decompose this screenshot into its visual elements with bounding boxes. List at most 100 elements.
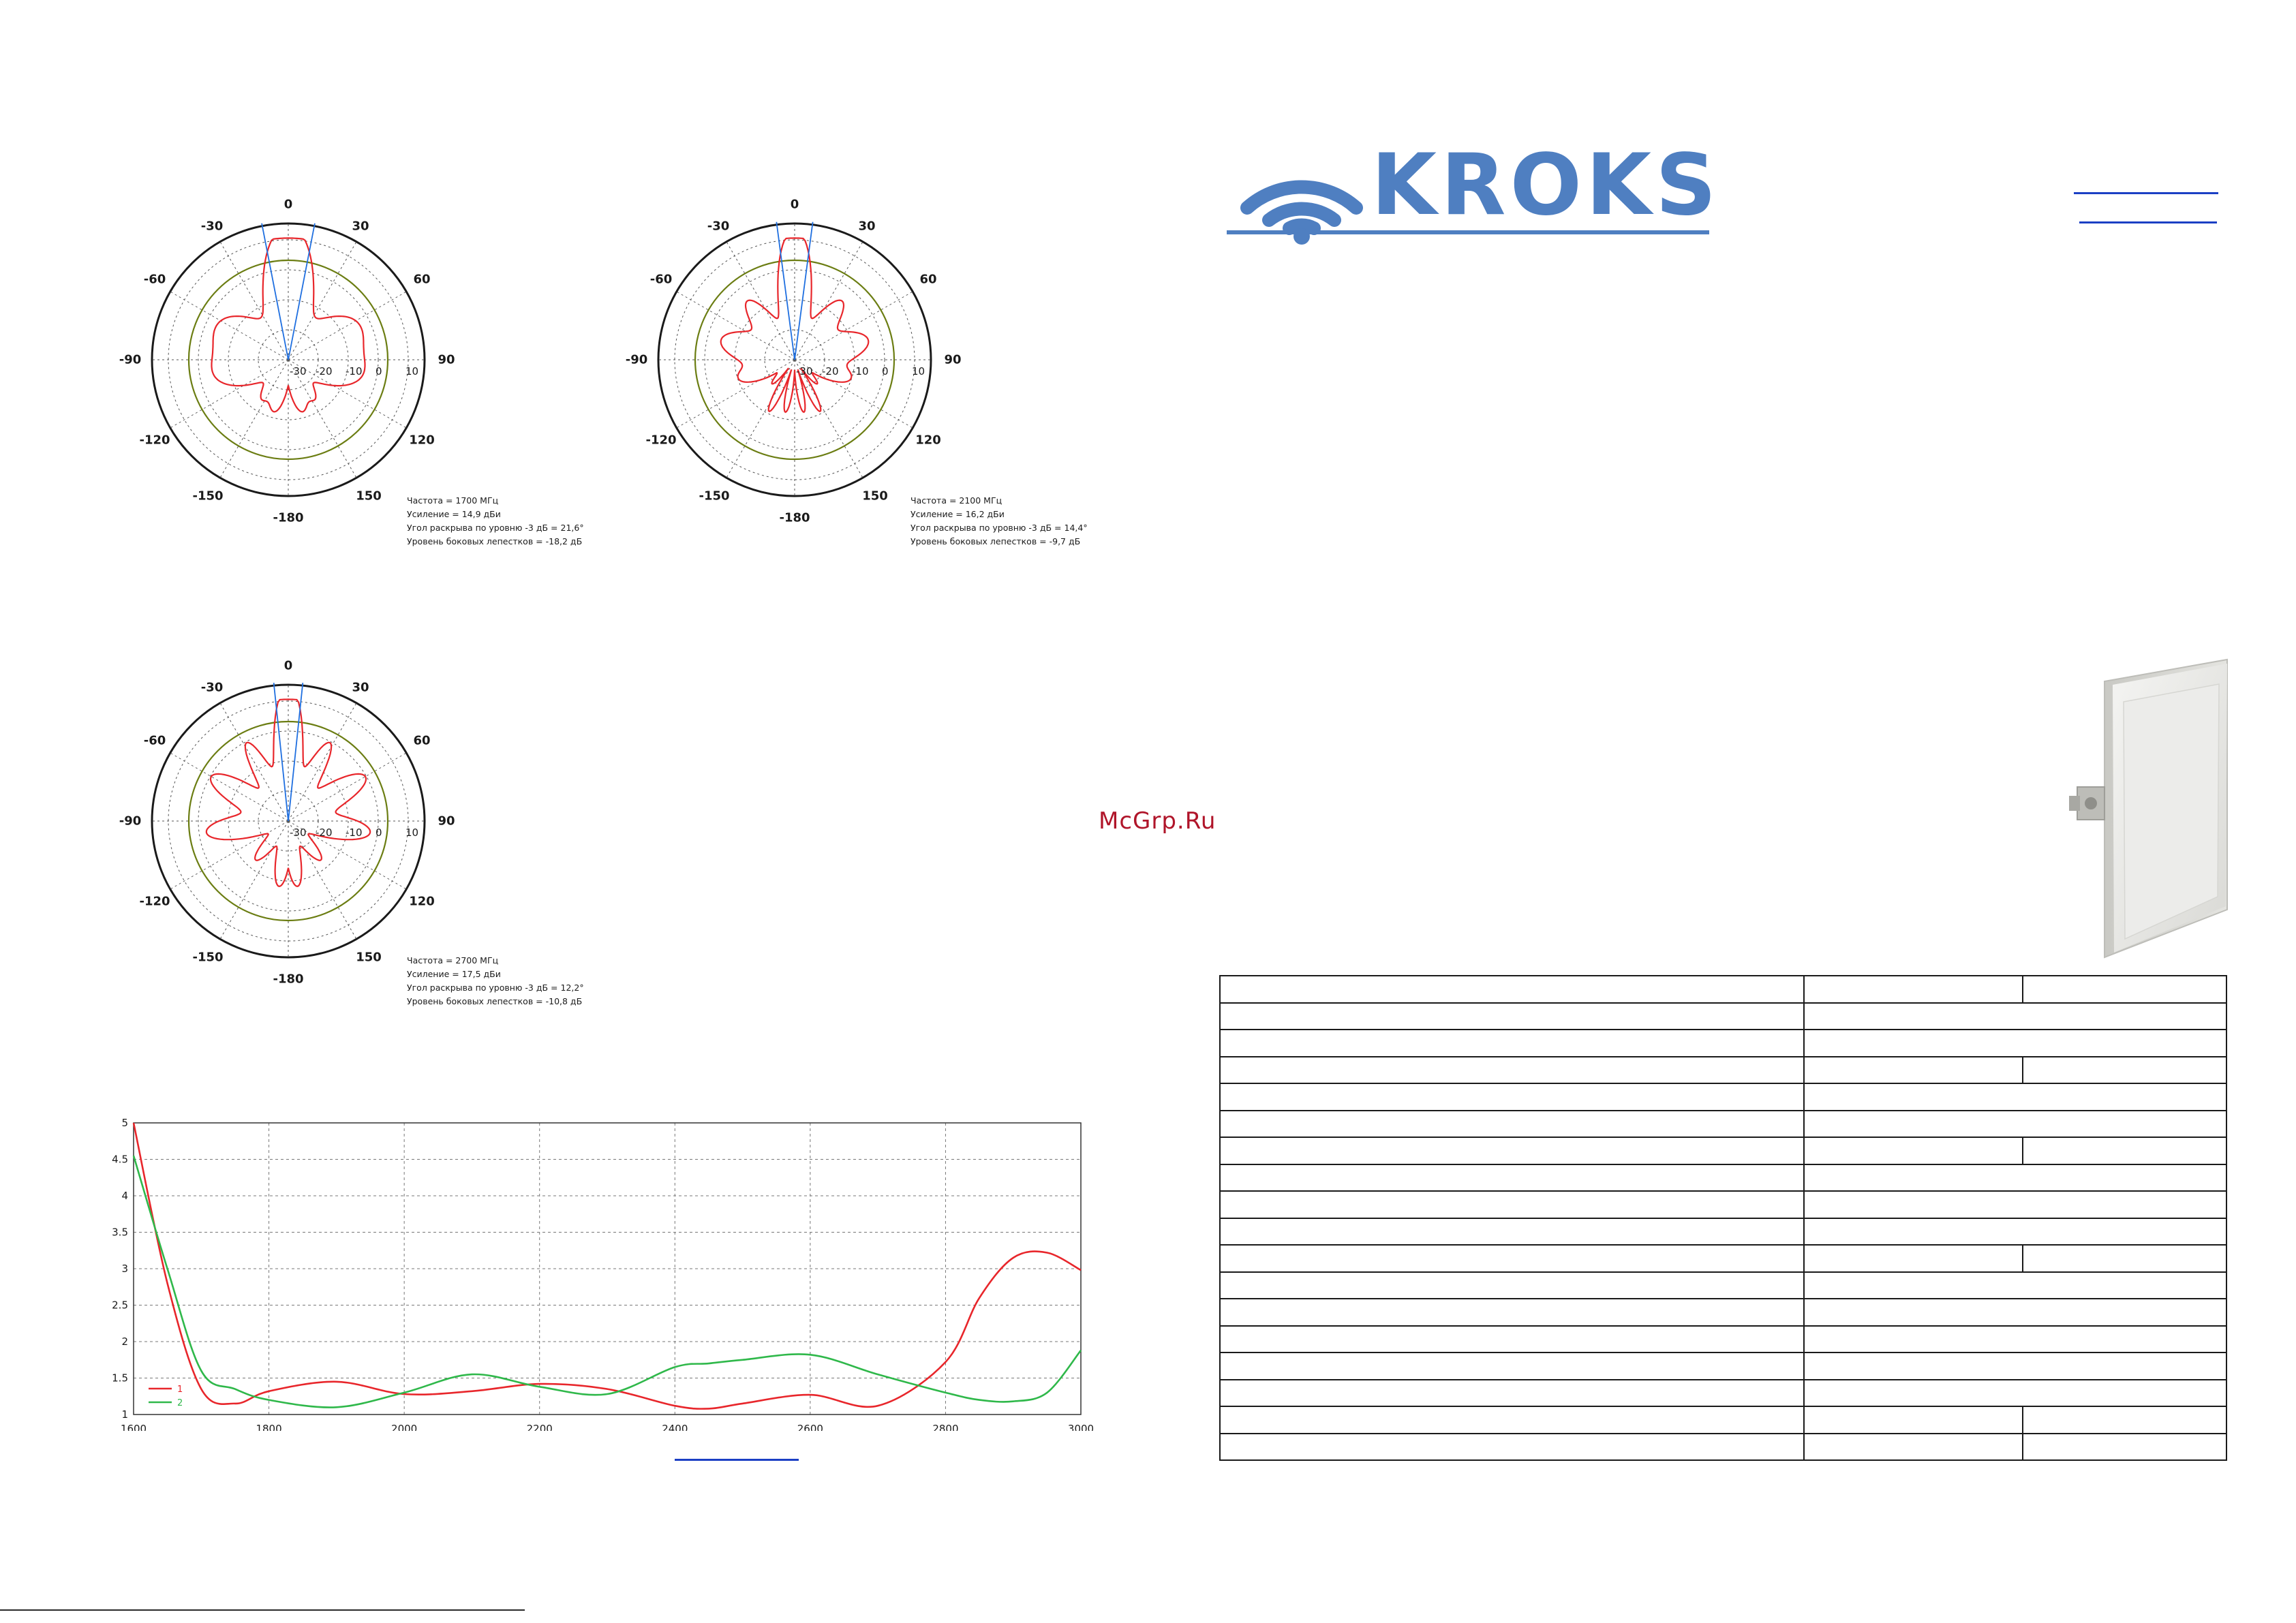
table-cell bbox=[1219, 1406, 1805, 1434]
polar-spoke bbox=[288, 702, 357, 822]
table-cell bbox=[1219, 1163, 1805, 1192]
caption-line: Угол раскрыва по уровню -3 дБ = 21,6° bbox=[407, 523, 584, 533]
polar-angle-label: -30 bbox=[707, 219, 730, 234]
antenna-product-image bbox=[2064, 654, 2234, 961]
polar-angle-label: -60 bbox=[143, 733, 166, 748]
table-row bbox=[1219, 1137, 2227, 1165]
polar-radial-label: 10 bbox=[405, 826, 418, 839]
polar-grid-ring bbox=[734, 299, 855, 420]
table-row bbox=[1219, 1244, 2227, 1273]
caption-line: Частота = 2100 МГц bbox=[910, 495, 1002, 506]
polar-pattern-curve bbox=[720, 237, 870, 414]
polar-angle-label: 30 bbox=[352, 219, 369, 234]
polar-angle-label: -30 bbox=[200, 219, 224, 234]
table-cell bbox=[2022, 975, 2227, 1004]
polar-radial-label: -10 bbox=[346, 365, 363, 377]
caption-line: Уровень боковых лепестков = -10,8 дБ bbox=[407, 996, 583, 1006]
header-link-1[interactable] bbox=[2074, 192, 2218, 194]
wifi-signal-icon bbox=[1240, 180, 1363, 245]
table-cell bbox=[1219, 1029, 1805, 1057]
polar-plot-1700: -30 -20 -10 0 10 bbox=[138, 210, 438, 510]
table-cell bbox=[1219, 1325, 1805, 1353]
table-row bbox=[1219, 1083, 2228, 1111]
polar-caption-2700: Частота = 2700 МГц Усиление = 17,5 дБи У… bbox=[407, 954, 584, 1008]
polar-beamwidth-line bbox=[776, 221, 795, 360]
table-cell bbox=[1219, 1298, 1805, 1327]
x-tick-label: 2200 bbox=[527, 1423, 553, 1431]
header-link-2[interactable] bbox=[2079, 221, 2217, 223]
polar-angle-label: -60 bbox=[143, 272, 166, 287]
polar-angle-label: 120 bbox=[409, 894, 435, 909]
table-row bbox=[1219, 1325, 2228, 1353]
y-tick-label: 3.5 bbox=[112, 1226, 128, 1239]
table-cell bbox=[1803, 1002, 2228, 1030]
polar-angle-label: 60 bbox=[413, 733, 431, 748]
table-cell bbox=[1803, 1083, 2228, 1111]
table-cell bbox=[1803, 1029, 2228, 1057]
polar-angle-label: -120 bbox=[139, 433, 170, 448]
polar-angle-label: 0 bbox=[790, 197, 799, 212]
brand-logo: KROKS bbox=[1227, 133, 1717, 249]
legend-label: 1 bbox=[177, 1385, 183, 1395]
series-line-1 bbox=[132, 1122, 1082, 1410]
polar-angle-label: -90 bbox=[119, 814, 142, 829]
polar-angle-label: 150 bbox=[356, 489, 382, 504]
polar-radial-label: 0 bbox=[376, 365, 382, 377]
y-tick-label: 3 bbox=[121, 1263, 128, 1275]
polar-radial-label: -30 bbox=[290, 365, 307, 377]
logo-underline bbox=[1227, 230, 1709, 234]
polar-angle-label: 150 bbox=[356, 950, 382, 965]
y-tick-label: 1 bbox=[121, 1408, 128, 1421]
series-line-2 bbox=[132, 1155, 1082, 1408]
table-cell bbox=[1803, 975, 2024, 1004]
x-tick-label: 1800 bbox=[256, 1423, 281, 1431]
table-cell bbox=[1219, 1055, 1805, 1084]
polar-spoke bbox=[170, 291, 289, 360]
table-cell bbox=[1219, 1244, 1805, 1273]
polar-beamwidth-line bbox=[261, 223, 289, 360]
table-row bbox=[1219, 1352, 2228, 1380]
table-cell bbox=[1803, 1217, 2228, 1246]
caption-line: Угол раскрыва по уровню -3 дБ = 12,2° bbox=[407, 983, 584, 993]
polar-radial-label: 0 bbox=[376, 826, 382, 839]
polar-spoke bbox=[170, 359, 289, 429]
polar-grid-ring bbox=[704, 269, 885, 450]
table-row bbox=[1219, 1029, 2228, 1057]
table-cell bbox=[2022, 1137, 2227, 1165]
x-tick-label: 1600 bbox=[121, 1423, 147, 1431]
table-row bbox=[1219, 1406, 2227, 1434]
polar-beamwidth-line bbox=[288, 683, 304, 822]
x-tick-label: 2800 bbox=[932, 1423, 958, 1431]
caption-line: Угол раскрыва по уровню -3 дБ = 14,4° bbox=[910, 523, 1088, 533]
polar-angle-label: -30 bbox=[200, 680, 224, 695]
table-cell bbox=[1219, 1432, 1805, 1461]
footer-rule bbox=[0, 1609, 525, 1611]
table-cell bbox=[1219, 1002, 1805, 1030]
polar-spoke bbox=[794, 359, 913, 429]
caption-line: Усиление = 17,5 дБи bbox=[407, 969, 501, 979]
table-cell bbox=[1803, 1271, 2228, 1299]
polar-spoke bbox=[170, 820, 289, 890]
table-cell bbox=[1803, 1055, 2024, 1084]
polar-outer-ring bbox=[151, 683, 426, 959]
polar-angle-label: 150 bbox=[862, 489, 888, 504]
x-tick-label: 2000 bbox=[391, 1423, 417, 1431]
table-cell bbox=[1803, 1137, 2024, 1165]
polar-angle-label: 60 bbox=[919, 272, 937, 287]
table-cell bbox=[1219, 1190, 1805, 1219]
vswr-line-chart: 1600 1800 2000 2200 2400 2600 2800 3000 1 1.5 2 2.5… bbox=[112, 1117, 1094, 1431]
table-cell bbox=[1219, 1217, 1805, 1246]
polar-grid-ring bbox=[228, 299, 349, 420]
polar-angle-label: -120 bbox=[139, 894, 170, 909]
caption-line: Усиление = 16,2 дБи bbox=[910, 509, 1005, 519]
chart-link[interactable] bbox=[675, 1459, 799, 1461]
polar-outer-ring bbox=[657, 222, 932, 497]
polar-angle-label: 0 bbox=[284, 197, 293, 212]
polar-spoke bbox=[676, 359, 795, 429]
polar-angle-label: 60 bbox=[413, 272, 431, 287]
polar-angle-label: 30 bbox=[352, 680, 369, 695]
polar-radial-label: 10 bbox=[912, 365, 925, 377]
caption-line: Частота = 2700 МГц bbox=[407, 955, 499, 965]
legend-label: 2 bbox=[177, 1398, 183, 1408]
table-row bbox=[1219, 975, 2227, 1004]
